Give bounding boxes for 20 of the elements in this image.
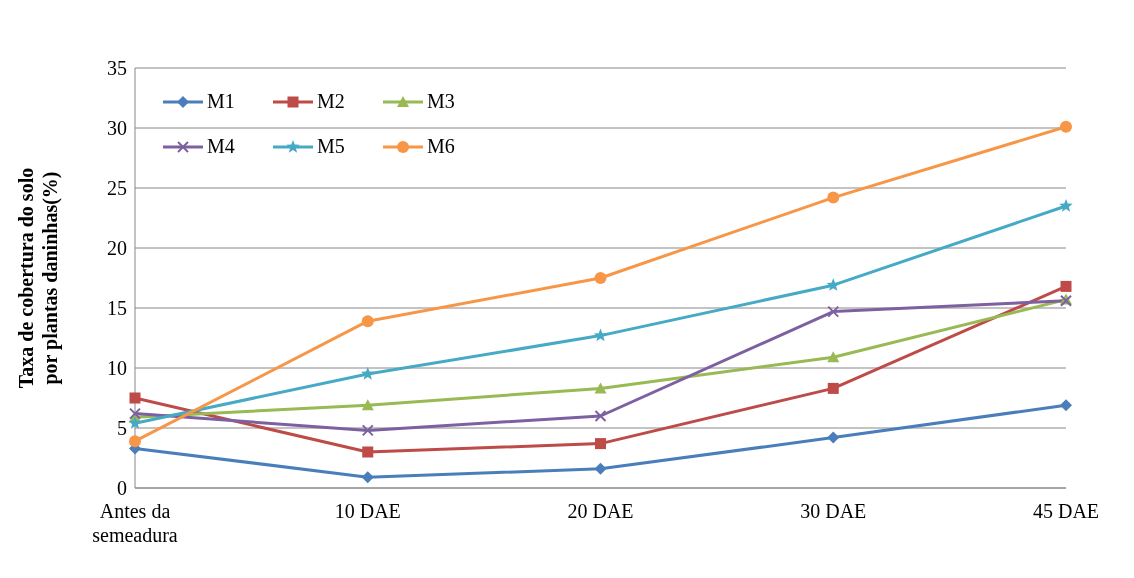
- x-tick-label: 10 DAE: [334, 500, 401, 522]
- y-tick-label: 15: [107, 297, 127, 320]
- legend-label: M5: [317, 135, 345, 158]
- legend-label: M1: [207, 90, 235, 113]
- legend-label: M4: [207, 135, 235, 158]
- legend-label: M3: [427, 90, 455, 113]
- y-tick-label: 35: [107, 57, 127, 80]
- y-tick-label: 20: [107, 237, 127, 260]
- y-tick-label: 30: [107, 117, 127, 140]
- y-tick-label: 10: [107, 357, 127, 380]
- x-tick-label: 45 DAE: [1032, 500, 1100, 522]
- legend-label: M6: [427, 135, 455, 158]
- y-tick-label: 5: [117, 417, 127, 440]
- x-tick-label: Antes da semeadura: [92, 500, 178, 546]
- y-tick-label: 0: [117, 477, 127, 500]
- y-axis-title: Taxa de cobertura do solo por plantas daninhas(%): [15, 167, 62, 389]
- x-tick-label: 30 DAE: [800, 500, 867, 522]
- y-tick-label: 25: [107, 177, 127, 200]
- x-tick-label: 20 DAE: [567, 500, 634, 522]
- legend-label: M2: [317, 90, 345, 113]
